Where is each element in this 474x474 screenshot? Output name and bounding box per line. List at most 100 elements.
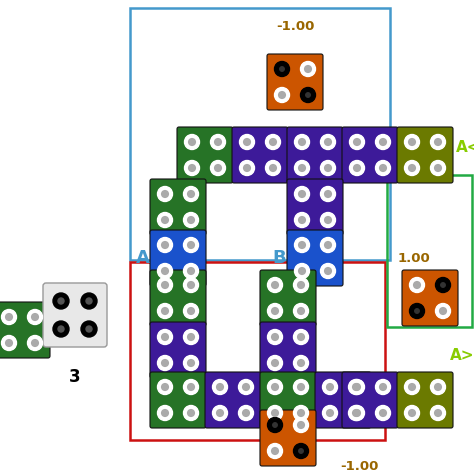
Circle shape xyxy=(267,329,283,345)
Circle shape xyxy=(293,356,309,371)
Circle shape xyxy=(6,340,12,346)
Circle shape xyxy=(53,293,69,309)
Circle shape xyxy=(162,282,168,288)
Circle shape xyxy=(293,329,309,345)
Circle shape xyxy=(183,303,199,319)
Circle shape xyxy=(188,191,194,197)
Circle shape xyxy=(298,422,304,428)
FancyBboxPatch shape xyxy=(205,372,261,428)
Circle shape xyxy=(294,161,310,175)
Circle shape xyxy=(279,91,285,99)
Circle shape xyxy=(238,405,254,420)
Circle shape xyxy=(380,410,386,416)
Circle shape xyxy=(27,310,43,325)
Circle shape xyxy=(210,135,226,149)
Circle shape xyxy=(375,405,391,420)
Circle shape xyxy=(189,164,195,172)
Circle shape xyxy=(267,418,283,432)
Circle shape xyxy=(298,410,304,416)
Circle shape xyxy=(162,217,168,223)
Circle shape xyxy=(162,383,168,391)
Circle shape xyxy=(439,308,447,314)
Circle shape xyxy=(272,360,278,366)
Circle shape xyxy=(294,237,310,253)
Circle shape xyxy=(293,418,309,432)
FancyBboxPatch shape xyxy=(342,372,398,428)
Circle shape xyxy=(299,217,305,223)
Circle shape xyxy=(86,298,92,304)
Circle shape xyxy=(299,164,305,172)
Circle shape xyxy=(354,138,360,146)
Circle shape xyxy=(320,237,336,253)
Circle shape xyxy=(293,405,309,420)
Circle shape xyxy=(322,380,337,394)
Text: -1.00: -1.00 xyxy=(340,460,378,473)
FancyBboxPatch shape xyxy=(397,372,453,428)
Circle shape xyxy=(157,277,173,292)
Circle shape xyxy=(157,405,173,420)
Circle shape xyxy=(272,308,278,314)
Circle shape xyxy=(244,164,250,172)
Circle shape xyxy=(354,410,360,416)
Circle shape xyxy=(243,410,249,416)
Circle shape xyxy=(409,164,415,172)
Circle shape xyxy=(27,336,43,350)
Circle shape xyxy=(157,356,173,371)
Circle shape xyxy=(162,268,168,274)
Circle shape xyxy=(305,65,311,73)
Circle shape xyxy=(320,135,336,149)
Circle shape xyxy=(354,164,360,172)
Circle shape xyxy=(325,191,331,197)
Circle shape xyxy=(299,242,305,248)
Circle shape xyxy=(267,380,283,394)
Circle shape xyxy=(294,135,310,149)
Circle shape xyxy=(409,410,415,416)
Circle shape xyxy=(320,186,336,201)
Circle shape xyxy=(375,135,391,149)
Circle shape xyxy=(404,380,419,394)
Circle shape xyxy=(436,303,450,319)
Circle shape xyxy=(53,321,69,337)
Circle shape xyxy=(183,212,199,228)
Circle shape xyxy=(404,161,419,175)
FancyBboxPatch shape xyxy=(260,270,316,326)
Circle shape xyxy=(157,303,173,319)
Circle shape xyxy=(320,161,336,175)
FancyBboxPatch shape xyxy=(43,283,107,347)
Circle shape xyxy=(349,405,365,420)
Circle shape xyxy=(380,138,386,146)
Circle shape xyxy=(430,380,446,394)
FancyBboxPatch shape xyxy=(150,179,206,235)
Circle shape xyxy=(410,277,425,292)
Circle shape xyxy=(157,186,173,201)
Circle shape xyxy=(325,268,331,274)
Circle shape xyxy=(215,138,221,146)
Circle shape xyxy=(299,268,305,274)
Circle shape xyxy=(162,191,168,197)
Circle shape xyxy=(188,360,194,366)
FancyBboxPatch shape xyxy=(150,230,206,286)
Circle shape xyxy=(210,161,226,175)
Circle shape xyxy=(32,340,38,346)
Circle shape xyxy=(162,308,168,314)
Circle shape xyxy=(348,380,364,394)
Circle shape xyxy=(409,383,415,391)
Circle shape xyxy=(184,135,200,149)
Circle shape xyxy=(353,410,359,416)
Circle shape xyxy=(188,282,194,288)
Circle shape xyxy=(322,405,337,420)
Text: A: A xyxy=(136,249,150,267)
Circle shape xyxy=(239,161,255,175)
Circle shape xyxy=(183,186,199,201)
Circle shape xyxy=(294,186,310,201)
Circle shape xyxy=(349,135,365,149)
Circle shape xyxy=(436,277,450,292)
Circle shape xyxy=(298,334,304,340)
Text: -1.00: -1.00 xyxy=(276,20,314,33)
FancyBboxPatch shape xyxy=(397,127,453,183)
Circle shape xyxy=(298,282,304,288)
Circle shape xyxy=(325,164,331,172)
Circle shape xyxy=(299,449,303,453)
Circle shape xyxy=(81,321,97,337)
Circle shape xyxy=(320,212,336,228)
